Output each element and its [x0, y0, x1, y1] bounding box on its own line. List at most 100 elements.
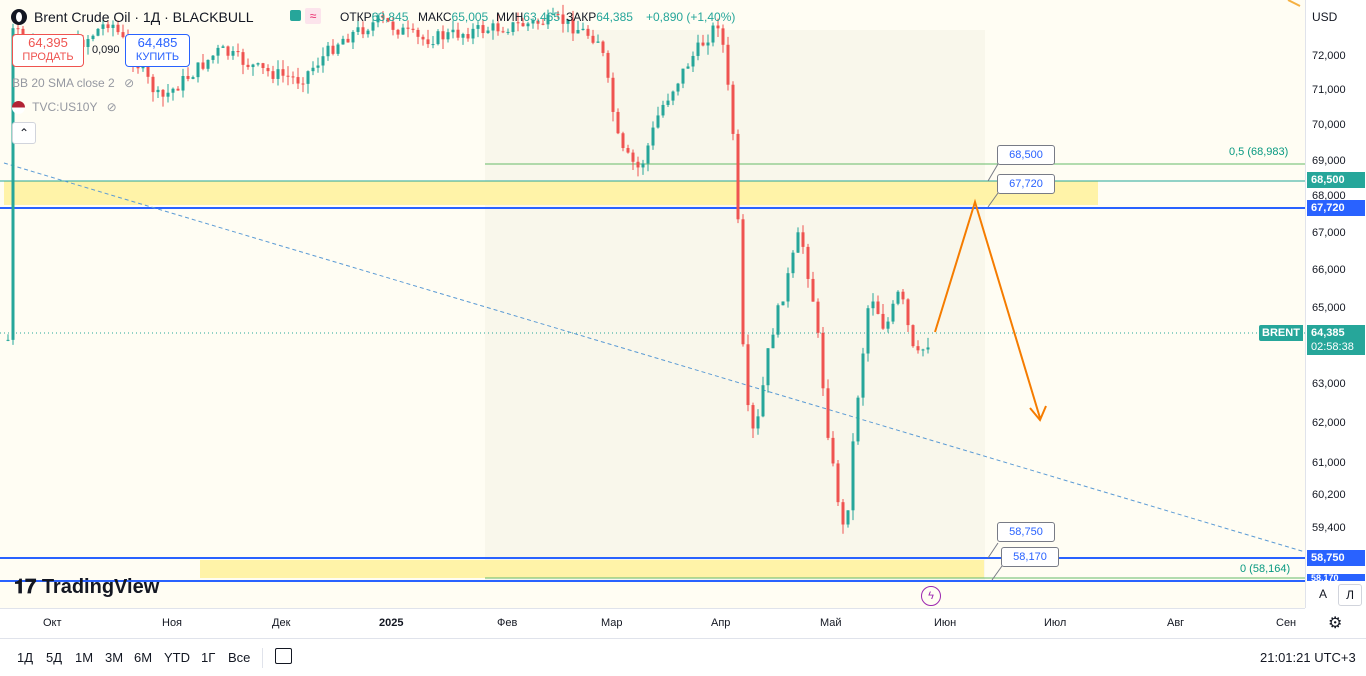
candle-body: [446, 32, 450, 40]
candle-body: [221, 46, 225, 48]
candle-body: [831, 437, 835, 464]
candle-body: [361, 27, 365, 35]
candle-body: [666, 100, 670, 105]
date-range-icon[interactable]: [275, 648, 292, 664]
candle-body: [471, 28, 475, 39]
candle-body: [521, 23, 525, 27]
price-axis[interactable]: USD 72,000 71,000 70,000 69,000 68,000 6…: [1305, 0, 1366, 608]
candle-body: [186, 75, 190, 79]
candle-body: [566, 19, 570, 24]
candle-body: [246, 64, 250, 68]
settings-gear-icon[interactable]: ⚙: [1328, 615, 1343, 632]
candle-body: [756, 416, 760, 429]
callout-68500[interactable]: 68,500: [997, 145, 1055, 165]
candle-body: [701, 42, 705, 46]
timeframe-6m[interactable]: 6М: [134, 650, 153, 665]
chart-area[interactable]: Brent Crude Oil · 1Д · BLACKBULL ≈ ОТКР6…: [0, 0, 1305, 608]
candle-body: [896, 291, 900, 304]
candle-body: [301, 83, 305, 85]
timeframe-5d[interactable]: 5Д: [46, 650, 63, 665]
price-tick: 72,000: [1312, 50, 1346, 62]
candle-body: [256, 63, 260, 65]
indicator-bb[interactable]: BB 20 SMA close 2 ⊘: [12, 76, 134, 90]
timeframe-1m[interactable]: 1М: [75, 650, 94, 665]
timeframe-all[interactable]: Все: [228, 650, 251, 665]
currency-label[interactable]: USD: [1312, 10, 1338, 24]
collapse-legend-button[interactable]: ⌃: [12, 122, 36, 144]
price-chart[interactable]: [0, 0, 1305, 608]
candle-body: [6, 339, 10, 341]
candle-body: [846, 510, 850, 525]
time-tick: Июн: [934, 617, 957, 629]
clock[interactable]: 21:01:21 UTC+3: [1260, 650, 1356, 665]
callout-67720[interactable]: 67,720: [997, 174, 1055, 194]
timeframe-1d[interactable]: 1Д: [17, 650, 34, 665]
candle-body: [541, 23, 545, 25]
candle-body: [166, 92, 170, 97]
buy-button[interactable]: 64,485 КУПИТЬ: [125, 34, 190, 67]
callout-58750[interactable]: 58,750: [997, 522, 1055, 542]
events-icon[interactable]: ϟ: [921, 586, 941, 606]
divider: [262, 648, 263, 668]
candle-body: [426, 39, 430, 45]
candle-body: [496, 23, 500, 32]
compare-icon[interactable]: ≈: [305, 8, 321, 24]
sell-button[interactable]: 64,395 ПРОДАТЬ: [12, 34, 84, 67]
candle-body: [376, 15, 380, 23]
candle-body: [96, 28, 100, 36]
candle-body: [141, 66, 145, 69]
candle-body: [656, 115, 660, 128]
candle-body: [181, 75, 185, 91]
candle-body: [501, 31, 505, 33]
candle-body: [196, 62, 200, 78]
time-axis[interactable]: Окт Ноя Дек 2025 Фев Мар Апр Май Июн Июл…: [0, 608, 1342, 639]
ohlc-high: МАКС65,005: [418, 10, 489, 24]
candle-body: [646, 145, 650, 164]
candle-body: [161, 89, 165, 97]
price-tick: 71,000: [1312, 84, 1346, 96]
trend-line: [3, 162, 1305, 553]
tradingview-logo: 𝟏𝟕 TradingView: [14, 576, 159, 599]
candle-body: [631, 152, 635, 162]
candle-body: [231, 51, 235, 56]
candle-body: [571, 19, 575, 34]
callout-58170[interactable]: 58,170: [1001, 547, 1059, 567]
price-tick: 66,000: [1312, 264, 1346, 276]
candle-body: [681, 68, 685, 84]
log-scale-button[interactable]: Л: [1338, 584, 1362, 606]
timeframe-ytd[interactable]: YTD: [164, 650, 190, 665]
symbol-title[interactable]: Brent Crude Oil · 1Д · BLACKBULL: [34, 9, 254, 25]
candle-body: [901, 291, 905, 300]
candle-body: [421, 36, 425, 40]
candle-body: [121, 32, 125, 38]
candle-body: [371, 22, 375, 31]
candle-body: [281, 69, 285, 76]
ohlc-close: ЗАКР64,385: [566, 10, 633, 24]
indicator-us10y[interactable]: TVC:US10Y ⊘: [12, 100, 117, 115]
candle-body: [606, 52, 610, 78]
eye-off-icon[interactable]: ⊘: [106, 100, 117, 114]
candle-body: [721, 28, 725, 45]
auto-scale-button[interactable]: A: [1312, 584, 1334, 604]
candle-body: [366, 30, 370, 35]
eye-off-icon[interactable]: ⊘: [124, 76, 135, 90]
time-tick: Мар: [601, 617, 623, 629]
candle-body: [651, 127, 655, 146]
candle-body: [271, 71, 275, 79]
price-tick: 60,200: [1312, 489, 1346, 501]
candle-body: [356, 27, 360, 32]
price-tick: 63,000: [1312, 378, 1346, 390]
timeframe-1y[interactable]: 1Г: [201, 650, 216, 665]
logo-text: TradingView: [41, 576, 160, 598]
candle-body: [561, 14, 565, 24]
candle-body: [236, 51, 240, 53]
candle-body: [206, 59, 210, 69]
candle-body: [916, 346, 920, 351]
timeframe-3m[interactable]: 3М: [105, 650, 124, 665]
candle-body: [596, 41, 600, 43]
candle-body: [156, 89, 160, 93]
spread-value: 0,090: [92, 44, 120, 56]
candle-body: [801, 232, 805, 247]
candle-body: [856, 397, 860, 442]
candle-body: [706, 42, 710, 46]
